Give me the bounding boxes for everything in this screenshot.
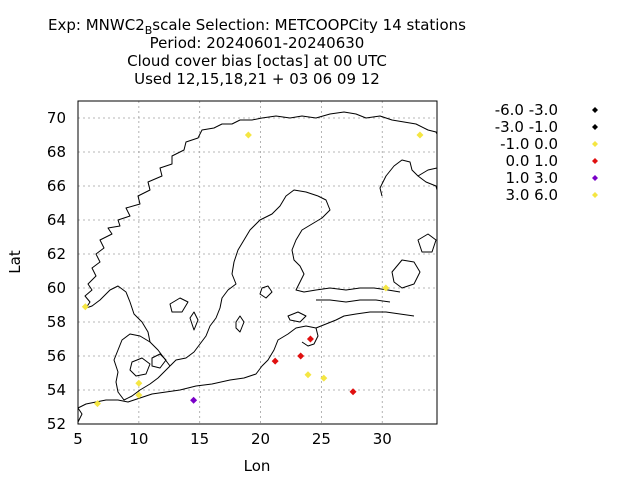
y-tick-label: 70 bbox=[47, 109, 66, 127]
station-marker bbox=[297, 352, 305, 360]
x-tick-label: 25 bbox=[312, 430, 331, 448]
legend-marker bbox=[592, 192, 598, 198]
legend-label: -1.0 0.0 bbox=[500, 135, 558, 153]
legend-label: 3.0 6.0 bbox=[506, 186, 558, 204]
y-tick-labels: 52 54 56 58 60 62 64 66 68 70 bbox=[47, 109, 66, 433]
legend-marker bbox=[592, 124, 598, 130]
legend-marker bbox=[592, 175, 598, 181]
legend-marker bbox=[592, 158, 598, 164]
station-marker bbox=[416, 131, 424, 139]
station-marker bbox=[304, 371, 312, 379]
legend-label: -3.0 -1.0 bbox=[495, 118, 558, 136]
x-tick-label: 30 bbox=[373, 430, 392, 448]
title-line-2: Period: 20240601-20240630 bbox=[150, 34, 365, 52]
y-tick-label: 66 bbox=[47, 177, 66, 195]
x-tick-label: 15 bbox=[190, 430, 209, 448]
station-marker bbox=[135, 391, 143, 399]
station-marker bbox=[320, 374, 328, 382]
coastline bbox=[77, 111, 438, 423]
station-marker bbox=[271, 357, 279, 365]
title-line-4: Used 12,15,18,21 + 03 06 09 12 bbox=[134, 70, 380, 88]
y-tick-label: 62 bbox=[47, 245, 66, 263]
legend: -6.0 -3.0-3.0 -1.0-1.0 0.00.0 1.01.0 3.0… bbox=[495, 101, 598, 204]
station-points bbox=[81, 131, 424, 408]
x-tick-label: 10 bbox=[129, 430, 148, 448]
x-tick-labels: 5 10 15 20 25 30 bbox=[73, 430, 392, 448]
station-marker bbox=[306, 335, 314, 343]
y-tick-label: 60 bbox=[47, 279, 66, 297]
y-tick-label: 56 bbox=[47, 347, 66, 365]
title-line-1: Exp: MNWC2Bscale Selection: METCOOPCity … bbox=[48, 16, 466, 37]
x-tick-label: 20 bbox=[251, 430, 270, 448]
station-marker bbox=[93, 400, 101, 408]
legend-label: -6.0 -3.0 bbox=[495, 101, 558, 119]
y-tick-label: 68 bbox=[47, 143, 66, 161]
plot-frame bbox=[77, 100, 438, 425]
station-marker bbox=[349, 388, 357, 396]
legend-label: 1.0 3.0 bbox=[506, 169, 558, 187]
grid-lines bbox=[78, 101, 437, 424]
y-tick-label: 54 bbox=[47, 381, 66, 399]
legend-label: 0.0 1.0 bbox=[506, 152, 558, 170]
legend-marker bbox=[592, 141, 598, 147]
station-marker bbox=[244, 131, 252, 139]
y-tick-label: 64 bbox=[47, 211, 66, 229]
title-line-3: Cloud cover bias [octas] at 00 UTC bbox=[127, 52, 387, 70]
x-tick-label: 5 bbox=[73, 430, 83, 448]
station-marker bbox=[135, 379, 143, 387]
y-tick-label: 52 bbox=[47, 415, 66, 433]
station-marker bbox=[81, 303, 89, 311]
station-marker bbox=[382, 284, 390, 292]
station-marker bbox=[190, 396, 198, 404]
y-tick-label: 58 bbox=[47, 313, 66, 331]
y-axis-label: Lat bbox=[6, 250, 24, 274]
x-axis-label: Lon bbox=[244, 457, 271, 475]
legend-marker bbox=[592, 107, 598, 113]
